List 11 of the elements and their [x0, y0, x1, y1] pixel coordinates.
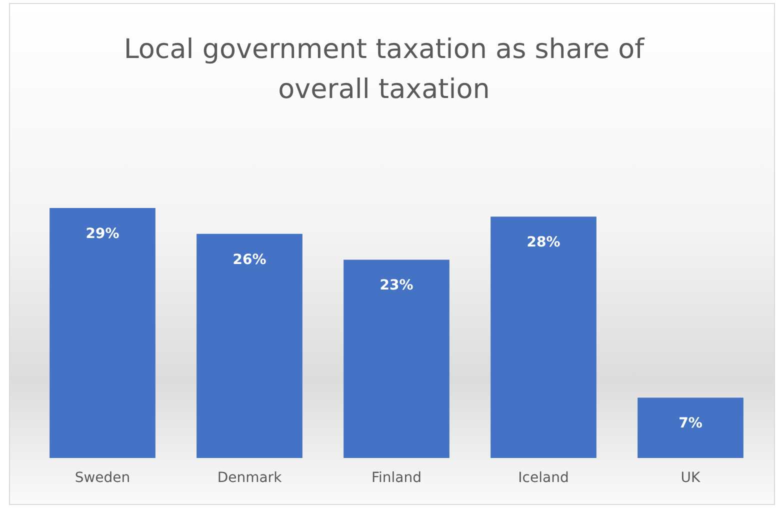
data-label: 29%	[86, 226, 120, 242]
x-tick-label: Sweden	[74, 470, 130, 486]
x-tick-label: Finland	[371, 470, 422, 486]
data-label: 28%	[526, 234, 560, 251]
data-label: 23%	[380, 278, 414, 294]
x-tick-label: Denmark	[217, 470, 283, 486]
chart-title: Local government taxation as share of overall taxation	[124, 34, 646, 105]
x-tick-label: UK	[680, 470, 702, 486]
x-tick-label: Iceland	[518, 470, 569, 486]
data-label: 26%	[232, 252, 266, 268]
data-label: 7%	[678, 416, 702, 432]
